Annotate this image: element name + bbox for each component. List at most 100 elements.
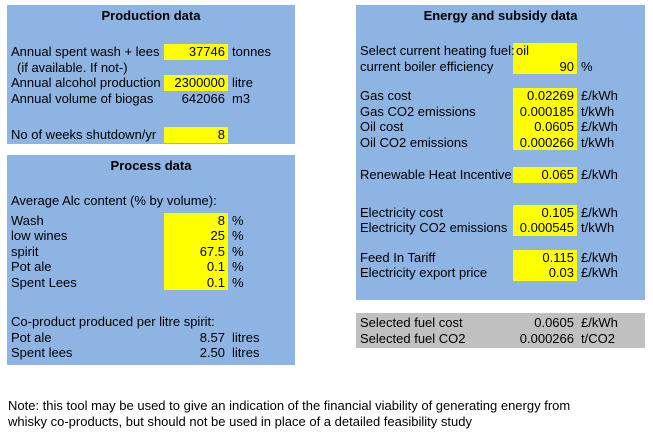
- row-boiler-efficiency: current boiler efficiency 90 %: [356, 58, 645, 74]
- gas-cost-label: Gas cost: [360, 88, 412, 103]
- row-electricity-export-price: Electricity export price 0.03 £/kWh: [356, 265, 645, 281]
- electricity-cost-label: Electricity cost: [360, 204, 444, 220]
- oil-cost-input[interactable]: 0.0605: [513, 119, 577, 135]
- row-feed-in-tariff: Feed In Tariff 0.115 £/kWh: [356, 249, 645, 265]
- oil-cost-unit: £/kWh: [581, 119, 618, 134]
- selected-fuel-cost-label: Selected fuel cost: [360, 315, 463, 330]
- selected-fuel-panel: Selected fuel cost 0.0605 £/kWh Selected…: [356, 313, 645, 348]
- row-spent-lees-alc: Spent Lees 0.1 %: [7, 274, 295, 290]
- pot-ale-input[interactable]: 0.1: [164, 259, 228, 275]
- row-selected-fuel-cost: Selected fuel cost 0.0605 £/kWh: [356, 315, 645, 331]
- feed-in-tariff-input[interactable]: 0.115: [513, 249, 577, 265]
- row-if-available: (if available. If not-): [7, 60, 295, 76]
- boiler-efficiency-input[interactable]: 90: [513, 58, 577, 74]
- renewable-heat-incentive-unit: £/kWh: [581, 167, 618, 182]
- spent-lees-output-label: Spent lees: [11, 345, 73, 360]
- electricity-co2-input[interactable]: 0.000545: [513, 220, 577, 236]
- electricity-export-price-input[interactable]: 0.03: [513, 265, 577, 281]
- gas-cost-input[interactable]: 0.02269: [513, 88, 577, 104]
- low-wines-unit: %: [232, 228, 244, 243]
- spent-lees-output-unit: litres: [232, 345, 260, 360]
- row-renewable-heat-incentive: Renewable Heat Incentive 0.065 £/kWh: [356, 167, 645, 183]
- row-spent-lees-output: Spent lees 2.50 litres: [7, 345, 295, 361]
- oil-co2-unit: t/kWh: [581, 134, 615, 150]
- electricity-co2-label: Electricity CO2 emissions: [360, 220, 508, 235]
- selected-fuel-co2-label: Selected fuel CO2: [360, 330, 466, 346]
- process-panel: Process data Average Alc content (% by v…: [7, 155, 295, 365]
- spacer: [7, 24, 295, 44]
- gas-co2-unit: t/kWh: [581, 103, 615, 119]
- pot-ale-unit: %: [232, 259, 244, 274]
- production-title: Production data: [101, 8, 201, 23]
- row-low-wines: low wines 25 %: [7, 228, 295, 244]
- selected-fuel-co2-unit: t/CO2: [581, 330, 615, 346]
- boiler-efficiency-label: current boiler efficiency: [360, 58, 494, 74]
- row-electricity-co2: Electricity CO2 emissions 0.000545 t/kWh: [356, 220, 645, 236]
- low-wines-input[interactable]: 25: [164, 228, 228, 244]
- biogas-volume-value: 642066: [181, 90, 225, 106]
- gas-cost-unit: £/kWh: [581, 88, 618, 103]
- row-wash: Wash 8 %: [7, 212, 295, 228]
- gas-co2-input[interactable]: 0.000185: [513, 103, 577, 119]
- feed-in-tariff-label: Feed In Tariff: [360, 249, 436, 265]
- spacer: [356, 74, 645, 88]
- note-line-2: whisky co-products, but should not be us…: [8, 414, 472, 429]
- heating-fuel-select[interactable]: oil: [513, 43, 577, 59]
- wash-label: Wash: [11, 212, 44, 228]
- feed-in-tariff-unit: £/kWh: [581, 249, 618, 265]
- note-line-1: Note: this tool may be used to give an i…: [8, 398, 571, 413]
- process-title: Process data: [110, 158, 192, 173]
- row-heating-fuel: Select current heating fuel: oil: [356, 43, 645, 59]
- row-oil-cost: Oil cost 0.0605 £/kWh: [356, 119, 645, 135]
- electricity-cost-unit: £/kWh: [581, 204, 618, 220]
- row-pot-ale: Pot ale 0.1 %: [7, 259, 295, 275]
- row-selected-fuel-co2: Selected fuel CO2 0.000266 t/CO2: [356, 331, 645, 347]
- selected-fuel-co2-value: 0.000266: [519, 330, 574, 346]
- energy-title: Energy and subsidy data: [423, 8, 578, 23]
- note-text: Note: this tool may be used to give an i…: [8, 398, 638, 430]
- electricity-export-price-label: Electricity export price: [360, 265, 488, 280]
- biogas-volume-unit: m3: [232, 90, 251, 106]
- spacer: [7, 106, 295, 127]
- row-pot-ale-output: Pot ale 8.57 litres: [7, 330, 295, 346]
- spacer: [356, 150, 645, 167]
- biogas-volume-label: Annual volume of biogas: [11, 90, 154, 106]
- spirit-label: spirit: [11, 243, 39, 259]
- row-electricity-cost: Electricity cost 0.105 £/kWh: [356, 204, 645, 220]
- energy-panel: Energy and subsidy data Select current h…: [356, 5, 645, 300]
- pot-ale-output-label: Pot ale: [11, 329, 52, 345]
- renewable-heat-incentive-label: Renewable Heat Incentive: [360, 167, 512, 182]
- electricity-export-price-unit: £/kWh: [581, 265, 618, 280]
- row-gas-cost: Gas cost 0.02269 £/kWh: [356, 88, 645, 104]
- oil-cost-label: Oil cost: [360, 119, 404, 134]
- spent-lees-alc-input[interactable]: 0.1: [164, 274, 228, 290]
- spacer: [356, 236, 645, 250]
- alc-content-header: Average Alc content (% by volume):: [11, 193, 217, 208]
- spirit-input[interactable]: 67.5: [164, 243, 228, 259]
- spacer: [7, 174, 295, 193]
- spent-lees-alc-unit: %: [232, 274, 244, 290]
- if-available-label: (if available. If not-): [17, 59, 128, 75]
- spent-wash-input[interactable]: 37746: [164, 44, 228, 60]
- production-panel: Production data Annual spent wash + lees…: [7, 5, 295, 144]
- row-gas-co2: Gas CO2 emissions 0.000185 t/kWh: [356, 103, 645, 119]
- alcohol-production-input[interactable]: 2300000: [164, 75, 228, 91]
- pot-ale-output-value: 8.57: [199, 329, 225, 345]
- electricity-co2-unit: t/kWh: [581, 220, 615, 235]
- boiler-efficiency-unit: %: [581, 58, 593, 74]
- row-spent-wash: Annual spent wash + lees 37746 tonnes: [7, 44, 295, 60]
- electricity-cost-input[interactable]: 0.105: [513, 204, 577, 220]
- alcohol-production-unit: litre: [232, 75, 253, 90]
- wash-input[interactable]: 8: [164, 212, 228, 228]
- row-coproduct-header: Co-product produced per litre spirit:: [7, 314, 295, 330]
- oil-co2-input[interactable]: 0.000266: [513, 134, 577, 150]
- spent-lees-alc-label: Spent Lees: [11, 274, 77, 290]
- coproduct-header: Co-product produced per litre spirit:: [11, 314, 215, 329]
- renewable-heat-incentive-input[interactable]: 0.065: [513, 167, 577, 183]
- row-alcohol-production: Annual alcohol production 2300000 litre: [7, 75, 295, 91]
- oil-co2-label: Oil CO2 emissions: [360, 134, 468, 150]
- spacer: [356, 24, 645, 43]
- wash-unit: %: [232, 212, 244, 228]
- pot-ale-label: Pot ale: [11, 259, 52, 274]
- weeks-shutdown-input[interactable]: 8: [164, 127, 228, 143]
